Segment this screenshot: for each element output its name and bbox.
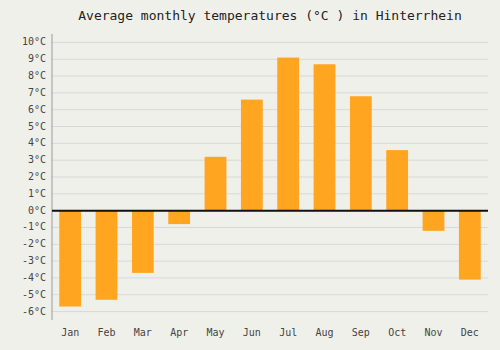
y-tick-label: -1°C — [22, 221, 46, 232]
chart-container: Average monthly temperatures (°C ) in Hi… — [0, 0, 500, 350]
y-axis: -6°C -5°C -4°C -3°C -2°C -1°C 0°C 1°C 2°C 3°C 4°C 5… — [22, 34, 52, 320]
bar — [132, 211, 154, 273]
bar — [386, 150, 408, 211]
y-tick-label: 10°C — [22, 36, 46, 47]
x-tick-label: Sep — [352, 327, 370, 338]
bars — [59, 58, 480, 307]
y-tick-label: -3°C — [22, 255, 46, 266]
grid-line — [52, 42, 488, 43]
grid-line — [52, 261, 488, 262]
bar — [168, 211, 190, 224]
y-tick-label: 1°C — [28, 188, 46, 199]
y-tick-label: -4°C — [22, 272, 46, 283]
grid-line — [52, 294, 488, 295]
y-tick-label: 7°C — [28, 87, 46, 98]
grid-line — [52, 193, 488, 194]
x-tick-label: Nov — [424, 327, 442, 338]
bar — [205, 157, 227, 211]
y-tick-label: 0°C — [28, 205, 46, 216]
y-axis-line — [52, 34, 53, 320]
grid-line — [52, 143, 488, 144]
x-tick-label: Jun — [243, 327, 261, 338]
zero-line — [52, 210, 488, 212]
grid-line — [52, 109, 488, 110]
x-tick-label: Jul — [279, 327, 297, 338]
bar — [314, 64, 336, 210]
y-tick-label: 2°C — [28, 171, 46, 182]
y-tick-label: 8°C — [28, 70, 46, 81]
title: Average monthly temperatures (°C ) in Hi… — [78, 8, 462, 23]
x-tick-label: Oct — [388, 327, 406, 338]
y-tick-label: 4°C — [28, 137, 46, 148]
grid-line — [52, 160, 488, 161]
x-tick-label: May — [206, 327, 224, 338]
y-tick-label: -2°C — [22, 238, 46, 249]
bar — [423, 211, 445, 231]
grid-line — [52, 92, 488, 93]
x-tick-label: Jan — [61, 327, 79, 338]
bar — [241, 100, 263, 211]
x-tick-label: Apr — [170, 327, 188, 338]
bar — [277, 58, 299, 211]
y-tick-label: 6°C — [28, 104, 46, 115]
y-tick-label: 3°C — [28, 154, 46, 165]
x-tick-label: Dec — [461, 327, 479, 338]
grid-line — [52, 210, 488, 211]
x-axis: Jan Feb Mar Apr May Jun Jul Aug Sep Oct Nov Dec — [61, 327, 479, 338]
grid-line — [52, 76, 488, 77]
grid-line — [52, 277, 488, 278]
grid-line — [52, 244, 488, 245]
grid — [52, 42, 488, 311]
x-tick-label: Mar — [134, 327, 152, 338]
y-tick-label: 9°C — [28, 53, 46, 64]
y-tick-label: -6°C — [22, 306, 46, 317]
x-tick-label: Feb — [97, 327, 115, 338]
grid-line — [52, 126, 488, 127]
bar — [96, 211, 118, 300]
y-tick-label: -5°C — [22, 289, 46, 300]
x-tick-label: Aug — [315, 327, 333, 338]
grid-line — [52, 311, 488, 312]
bar — [459, 211, 481, 280]
grid-line — [52, 177, 488, 178]
bar — [350, 96, 372, 210]
grid-line — [52, 59, 488, 60]
bar — [59, 211, 81, 307]
y-tick-label: 5°C — [28, 121, 46, 132]
chart: Average monthly temperatures (°C ) in Hi… — [0, 0, 500, 350]
